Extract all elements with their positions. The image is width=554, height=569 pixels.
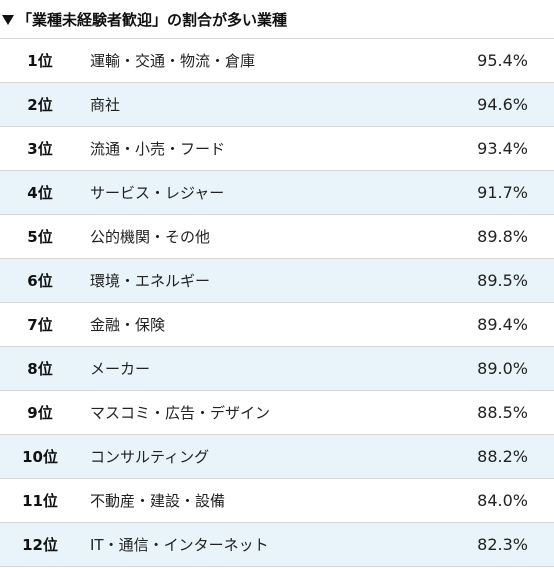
- percent-cell: 89.8%: [477, 227, 528, 246]
- industry-cell: 不動産・建設・設備: [90, 492, 226, 510]
- industry-cell: コンサルティング: [90, 448, 210, 466]
- table-row: 4位 サービス・レジャー 91.7%: [0, 171, 554, 215]
- rank-cell: 3位: [27, 140, 53, 158]
- table-row: 5位 公的機関・その他 89.8%: [0, 215, 554, 259]
- table-row: 3位 流通・小売・フード 93.4%: [0, 127, 554, 171]
- table-row: 6位 環境・エネルギー 89.5%: [0, 259, 554, 303]
- table-row: 11位 不動産・建設・設備 84.0%: [0, 479, 554, 523]
- table-row: 9位 マスコミ・広告・デザイン 88.5%: [0, 391, 554, 435]
- industry-cell: 金融・保険: [90, 316, 166, 334]
- industry-cell: 商社: [90, 96, 121, 114]
- industry-cell: IT・通信・インターネット: [90, 536, 269, 554]
- ranking-title: 「業種未経験者歓迎」の割合が多い業種: [17, 10, 288, 29]
- table-row: 8位 メーカー 89.0%: [0, 347, 554, 391]
- percent-cell: 88.5%: [477, 403, 528, 422]
- table-row: 12位 IT・通信・インターネット 82.3%: [0, 523, 554, 567]
- industry-cell: 環境・エネルギー: [90, 272, 211, 290]
- table-row: 1位 運輸・交通・物流・倉庫 95.4%: [0, 39, 554, 83]
- percent-cell: 93.4%: [477, 139, 528, 158]
- percent-cell: 94.6%: [477, 95, 528, 114]
- rank-cell: 2位: [27, 96, 53, 114]
- rank-cell: 5位: [27, 228, 53, 246]
- ranking-heading: 「業種未経験者歓迎」の割合が多い業種: [0, 0, 554, 38]
- rank-cell: 1位: [27, 52, 53, 70]
- percent-cell: 88.2%: [477, 447, 528, 466]
- ranking-table: 1位 運輸・交通・物流・倉庫 95.4% 2位 商社 94.6% 3位 流通・小…: [0, 38, 554, 567]
- percent-cell: 95.4%: [477, 51, 528, 70]
- down-triangle-icon: [2, 14, 14, 25]
- table-row: 2位 商社 94.6%: [0, 83, 554, 127]
- industry-cell: メーカー: [90, 360, 151, 378]
- rank-cell: 12位: [22, 536, 58, 554]
- rank-cell: 4位: [27, 184, 53, 202]
- rank-cell: 11位: [22, 492, 58, 510]
- rank-cell: 7位: [27, 316, 53, 334]
- percent-cell: 84.0%: [477, 491, 528, 510]
- industry-cell: 流通・小売・フード: [90, 140, 226, 158]
- table-row: 10位 コンサルティング 88.2%: [0, 435, 554, 479]
- industry-cell: 運輸・交通・物流・倉庫: [90, 52, 256, 70]
- rank-cell: 9位: [27, 404, 53, 422]
- percent-cell: 89.5%: [477, 271, 528, 290]
- industry-cell: 公的機関・その他: [90, 228, 211, 246]
- percent-cell: 89.0%: [477, 359, 528, 378]
- rank-cell: 8位: [27, 360, 53, 378]
- rank-cell: 10位: [22, 448, 58, 466]
- percent-cell: 91.7%: [477, 183, 528, 202]
- industry-cell: マスコミ・広告・デザイン: [90, 404, 271, 422]
- industry-cell: サービス・レジャー: [90, 184, 225, 202]
- table-row: 7位 金融・保険 89.4%: [0, 303, 554, 347]
- rank-cell: 6位: [27, 272, 53, 290]
- percent-cell: 82.3%: [477, 535, 528, 554]
- percent-cell: 89.4%: [477, 315, 528, 334]
